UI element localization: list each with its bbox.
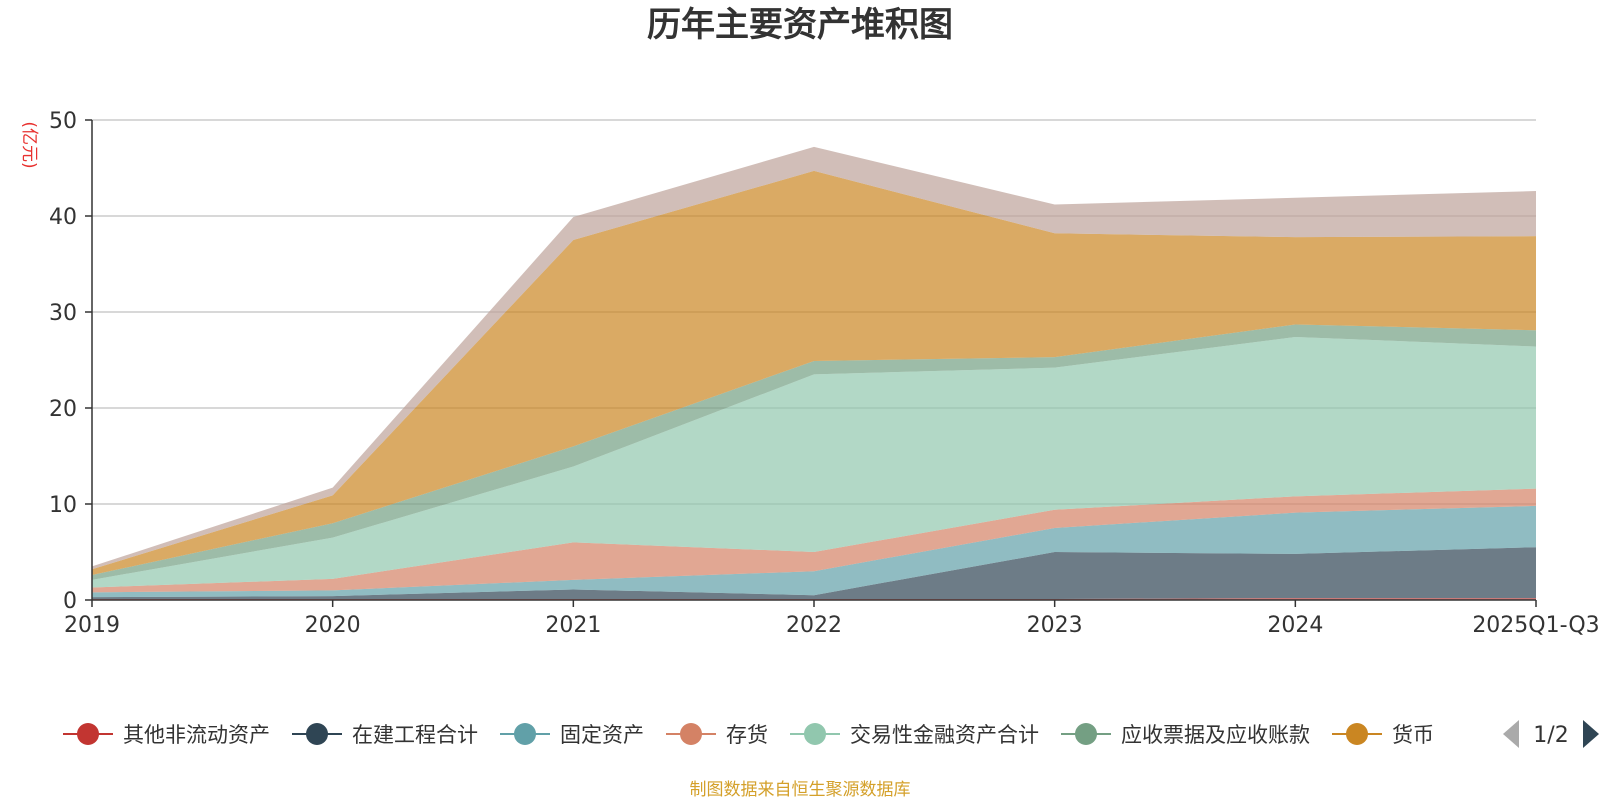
legend-circle-icon <box>514 723 536 745</box>
legend-label: 交易性金融资产合计 <box>850 723 1039 747</box>
x-tick-label-0: 2019 <box>64 613 120 638</box>
x-tick-label-3: 2022 <box>786 613 842 638</box>
legend-item-6[interactable]: 货币 <box>1332 723 1434 747</box>
legend-item-5[interactable]: 应收票据及应收账款 <box>1061 723 1310 747</box>
area-series-4[interactable] <box>92 336 1536 588</box>
area-series <box>92 146 1536 600</box>
legend-label: 存货 <box>726 723 768 747</box>
area-series-5[interactable] <box>92 324 1536 580</box>
legend-label: 应收票据及应收账款 <box>1121 723 1310 747</box>
y-tick-label-0: 0 <box>63 589 77 614</box>
area-series-2[interactable] <box>92 505 1536 598</box>
legend-circle-icon <box>804 723 826 745</box>
legend-label: 货币 <box>1392 723 1434 747</box>
y-tick-label-1: 10 <box>49 493 77 518</box>
chart-title: 历年主要资产堆积图 <box>647 5 953 45</box>
source-note: 制图数据来自恒生聚源数据库 <box>690 780 911 800</box>
legend-label: 在建工程合计 <box>352 723 478 747</box>
legend-circle-icon <box>1075 723 1097 745</box>
legend-label: 其他非流动资产 <box>123 723 270 747</box>
legend[interactable]: 其他非流动资产 在建工程合计 固定资产 存货 交易性金融资产合计 应收票据及应收账款 货币 <box>63 723 1434 747</box>
x-tick-label-6: 2025Q1-Q3 <box>1472 613 1599 638</box>
legend-item-4[interactable]: 交易性金融资产合计 <box>790 723 1039 747</box>
legend-prev-icon[interactable] <box>1503 720 1519 748</box>
y-tick-label-4: 40 <box>49 205 77 230</box>
legend-page-indicator: 1/2 <box>1533 723 1568 748</box>
area-series-3[interactable] <box>92 488 1536 593</box>
x-tick-label-4: 2023 <box>1027 613 1083 638</box>
area-series-1[interactable] <box>92 547 1536 600</box>
legend-item-0[interactable]: 其他非流动资产 <box>63 723 270 747</box>
y-tick-label-2: 20 <box>49 397 77 422</box>
y-axis-unit: (亿元) <box>19 121 39 168</box>
legend-next-icon[interactable] <box>1583 720 1599 748</box>
legend-circle-icon <box>77 723 99 745</box>
area-series-6[interactable] <box>92 170 1536 576</box>
legend-circle-icon <box>1346 723 1368 745</box>
legend-item-2[interactable]: 固定资产 <box>500 723 644 747</box>
y-tick-label-3: 30 <box>49 301 77 326</box>
legend-pager[interactable]: 1/2 <box>1503 720 1599 748</box>
legend-circle-icon <box>306 723 328 745</box>
y-tick-label-5: 50 <box>49 109 77 134</box>
x-tick-label-5: 2024 <box>1267 613 1323 638</box>
axes: 0 10 20 30 40 50 2019 2020 2021 2022 2023 2024 2025Q… <box>49 109 1600 638</box>
x-tick-label-1: 2020 <box>305 613 361 638</box>
legend-circle-icon <box>680 723 702 745</box>
legend-item-1[interactable]: 在建工程合计 <box>292 723 478 747</box>
x-tick-label-2: 2021 <box>545 613 601 638</box>
legend-item-3[interactable]: 存货 <box>666 723 768 747</box>
legend-label: 固定资产 <box>560 723 644 747</box>
